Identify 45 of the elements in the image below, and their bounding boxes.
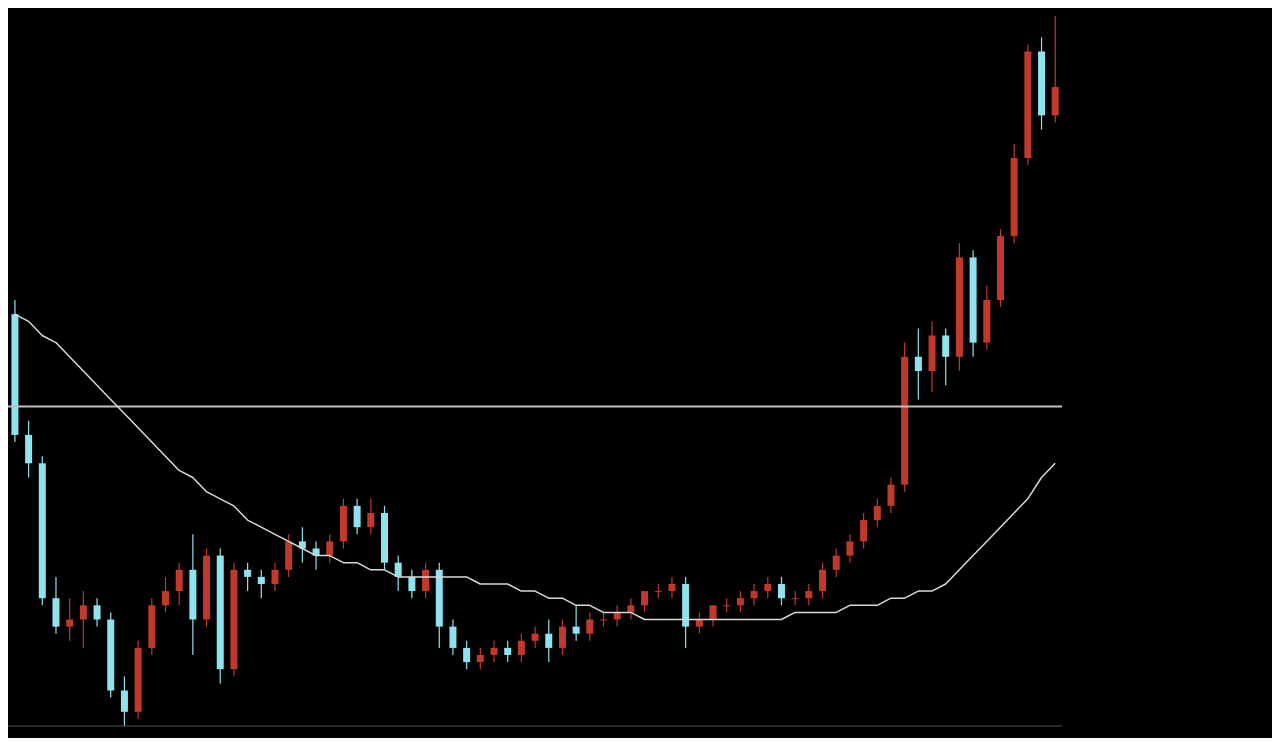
candlestick: [709, 604, 717, 628]
candlestick: [777, 576, 785, 606]
candlestick: [298, 526, 306, 564]
candlestick: [394, 555, 402, 592]
candlestick: [244, 562, 252, 592]
candlestick: [476, 647, 484, 670]
candlestick: [627, 597, 635, 621]
candlestick: [504, 640, 512, 663]
candlestick: [93, 597, 101, 628]
candlestick: [271, 562, 279, 592]
candlestick: [942, 327, 950, 386]
candlestick: [819, 562, 827, 599]
candlestick: [873, 498, 881, 528]
candlestick: [832, 547, 840, 578]
candlestick: [668, 576, 676, 599]
candlestick: [367, 498, 375, 535]
candlestick: [860, 512, 868, 550]
candlestick: [66, 597, 74, 642]
candlestick: [408, 569, 416, 599]
candlestick: [586, 611, 594, 642]
candlestick: [914, 327, 922, 400]
candlestick: [641, 590, 649, 613]
candlestick: [517, 633, 525, 663]
candlestick: [175, 562, 183, 606]
candlestick: [805, 583, 813, 606]
candlestick: [750, 583, 758, 606]
candlestick: [449, 618, 457, 656]
candlestick: [736, 590, 744, 613]
candlestick: [120, 675, 128, 726]
candlestick: [695, 611, 703, 635]
candlestick: [463, 640, 471, 670]
candlestick: [490, 640, 498, 663]
candlestick: [353, 498, 361, 535]
candlestick: [79, 590, 87, 649]
candlestick: [572, 604, 580, 642]
candlestick: [545, 618, 553, 663]
candlestick: [558, 618, 566, 656]
candlestick: [326, 533, 334, 564]
candlestick: [887, 476, 895, 514]
candlestick: [613, 604, 621, 628]
candlestick: [257, 569, 265, 599]
candlestick: [161, 576, 169, 613]
candlestick: [764, 576, 772, 599]
candlestick: [531, 626, 539, 649]
candlestick: [846, 533, 854, 564]
